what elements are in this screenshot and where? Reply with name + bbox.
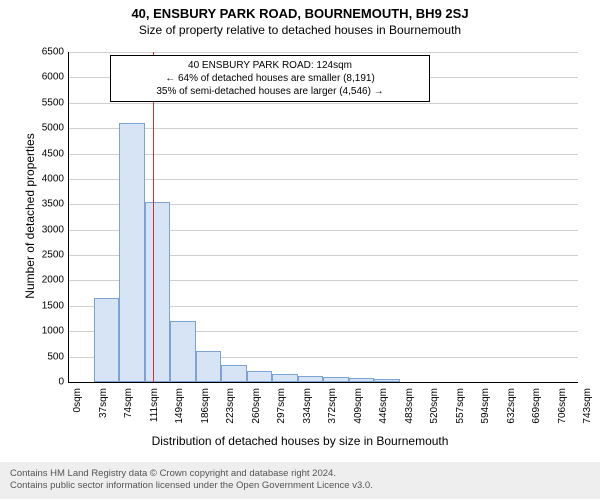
y-tick-label: 3500 (24, 199, 64, 210)
x-tick-label: 334sqm (302, 388, 313, 424)
gridline (68, 128, 578, 129)
histogram-bar (196, 351, 222, 382)
histogram-bar (145, 202, 171, 382)
x-tick-label: 186sqm (200, 388, 211, 424)
x-tick-label: 706sqm (557, 388, 568, 424)
y-tick-label: 2000 (24, 275, 64, 286)
y-tick-label: 6000 (24, 72, 64, 83)
histogram-bar (272, 374, 298, 382)
chart-title-sub: Size of property relative to detached ho… (0, 21, 600, 37)
x-tick-label: 409sqm (353, 388, 364, 424)
gridline (68, 52, 578, 53)
x-axis-line (68, 382, 578, 383)
x-tick-label: 74sqm (123, 388, 134, 418)
x-axis-title: Distribution of detached houses by size … (0, 434, 600, 448)
y-tick-label: 4000 (24, 173, 64, 184)
x-tick-label: 743sqm (582, 388, 593, 424)
annotation-line: 40 ENSBURY PARK ROAD: 124sqm (117, 59, 423, 72)
x-tick-label: 260sqm (251, 388, 262, 424)
annotation-line: ← 64% of detached houses are smaller (8,… (117, 72, 423, 85)
x-tick-label: 669sqm (531, 388, 542, 424)
histogram-bar (94, 298, 120, 382)
x-tick-label: 632sqm (506, 388, 517, 424)
x-tick-label: 520sqm (429, 388, 440, 424)
x-tick-label: 483sqm (404, 388, 415, 424)
x-tick-label: 594sqm (480, 388, 491, 424)
gridline (68, 154, 578, 155)
chart-title-main: 40, ENSBURY PARK ROAD, BOURNEMOUTH, BH9 … (0, 0, 600, 21)
footer-line: Contains HM Land Registry data © Crown c… (10, 468, 590, 480)
y-axis-line (68, 52, 69, 382)
y-tick-label: 1500 (24, 300, 64, 311)
histogram-bar (221, 365, 247, 382)
y-tick-label: 0 (24, 377, 64, 388)
gridline (68, 103, 578, 104)
y-tick-label: 3000 (24, 224, 64, 235)
x-tick-label: 149sqm (174, 388, 185, 424)
x-tick-label: 223sqm (225, 388, 236, 424)
x-tick-label: 372sqm (327, 388, 338, 424)
y-tick-label: 5500 (24, 97, 64, 108)
y-tick-label: 4500 (24, 148, 64, 159)
x-tick-label: 297sqm (276, 388, 287, 424)
annotation-line: 35% of semi-detached houses are larger (… (117, 85, 423, 98)
y-tick-label: 6500 (24, 47, 64, 58)
x-tick-label: 446sqm (378, 388, 389, 424)
y-tick-label: 5000 (24, 123, 64, 134)
histogram-bar (119, 123, 145, 382)
gridline (68, 179, 578, 180)
chart-container: { "titles": { "main": "40, ENSBURY PARK … (0, 0, 600, 500)
histogram-bar (247, 371, 273, 382)
x-tick-label: 557sqm (455, 388, 466, 424)
y-tick-label: 1000 (24, 326, 64, 337)
x-tick-label: 111sqm (149, 388, 160, 422)
y-tick-label: 2500 (24, 250, 64, 261)
marker-annotation: 40 ENSBURY PARK ROAD: 124sqm ← 64% of de… (110, 55, 430, 102)
x-tick-label: 0sqm (72, 388, 83, 412)
footer-line: Contains public sector information licen… (10, 480, 590, 492)
chart-footer: Contains HM Land Registry data © Crown c… (0, 462, 600, 499)
histogram-bar (170, 321, 196, 382)
y-tick-label: 500 (24, 351, 64, 362)
x-tick-label: 37sqm (98, 388, 109, 418)
